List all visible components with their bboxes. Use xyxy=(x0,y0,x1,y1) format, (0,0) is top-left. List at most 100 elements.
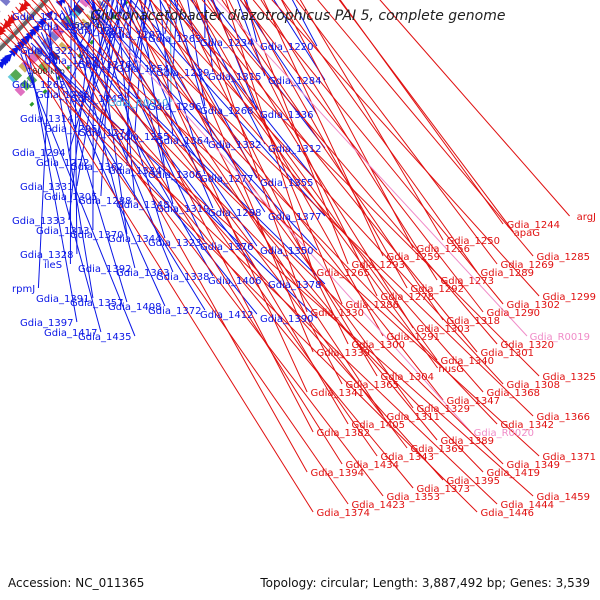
forward-gene-label: Gdia_1294 xyxy=(12,148,65,159)
forward-gene-label: Gdia_1315 xyxy=(208,72,261,83)
forward-gene-label: Gdia_1362 xyxy=(70,162,123,173)
forward-gene-label: Gdia_1312 xyxy=(268,144,321,155)
label-leader-line xyxy=(172,0,179,69)
reverse-gene-label: Gdia_1291 xyxy=(387,332,440,343)
reverse-gene-label: Gdia_1341 xyxy=(311,388,364,399)
forward-gene-label: Gdia_1295 xyxy=(44,124,97,135)
forward-gene-label: Gdia_1376 xyxy=(200,242,253,253)
forward-gene-label: Gdia_1378 xyxy=(268,280,321,291)
cog-category-block xyxy=(48,31,59,42)
reverse-gene-label: Gdia_1318 xyxy=(447,316,500,327)
label-leader-line xyxy=(19,2,444,481)
reverse-gene-arrow xyxy=(1,20,12,31)
reverse-gene-arrow xyxy=(18,3,28,14)
label-leader-line xyxy=(221,0,444,321)
cog-category-block xyxy=(38,63,48,73)
forward-gene-label: rpmJ xyxy=(12,284,35,295)
label-leader-line xyxy=(54,17,326,285)
cog-category-block xyxy=(81,18,90,27)
reverse-gene-label: Gdia_1285 xyxy=(537,252,590,263)
label-leader-line xyxy=(239,0,484,313)
label-leader-line xyxy=(60,10,214,277)
forward-gene-label: Gdia_1417 xyxy=(44,328,97,339)
map-title: Gluconacetobacter diazotrophicus PAI 5, … xyxy=(91,8,506,24)
label-leader-line xyxy=(68,0,110,85)
genome-rings xyxy=(0,0,50,52)
label-leader-line xyxy=(149,0,504,385)
tick-label: 1550 kbp xyxy=(70,21,108,30)
label-leader-line xyxy=(243,0,349,265)
forward-gene-label: Gdia_1364 xyxy=(156,136,209,147)
reverse-gene-label: Gdia_1434 xyxy=(346,460,399,471)
label-leader-line xyxy=(216,0,528,337)
forward-gene-label: Gdia_1263 xyxy=(148,34,201,45)
cog-category-block xyxy=(27,52,39,64)
forward-gene-label: Gdia_1296 xyxy=(148,102,201,113)
reverse-gene-label: Gdia_1353 xyxy=(387,492,440,503)
reverse-gene-arrow xyxy=(0,30,4,36)
label-leader-line xyxy=(317,0,534,257)
reverse-gene-label: Gdia_1304 xyxy=(381,372,434,383)
forward-gene-label: Gdia_1412 xyxy=(200,310,253,321)
forward-gene-label: Gdia_1355 xyxy=(260,178,313,189)
label-leader-line xyxy=(47,25,94,299)
label-leader-line xyxy=(148,0,206,175)
forward-gene-arrow xyxy=(66,0,68,1)
label-leader-line xyxy=(134,0,146,133)
rim-dash xyxy=(111,14,117,20)
label-leader-line xyxy=(299,0,444,241)
label-leader-line xyxy=(106,0,384,417)
label-leader-line xyxy=(23,49,102,333)
reverse-gene-label: Gdia_1308 xyxy=(507,380,560,391)
reverse-gene-label: Gdia_1289 xyxy=(481,268,534,279)
reverse-gene-label: Gdia_1300 xyxy=(352,340,405,351)
cog-category-block xyxy=(0,0,11,6)
label-leader-line xyxy=(64,0,408,449)
forward-gene-label: Gdia_1391 xyxy=(36,294,89,305)
label-leader-line xyxy=(140,0,166,171)
forward-gene-label: Gdia_1357 xyxy=(70,298,123,309)
cog-category-block xyxy=(10,69,23,82)
forward-gene-label: Gdia_1248 xyxy=(36,90,89,101)
reverse-gene-label: Gdia_R0020 xyxy=(474,428,534,439)
forward-gene-label: Gdia_1397 xyxy=(20,318,73,329)
label-leader-line xyxy=(271,0,540,297)
forward-gene-label: Gdia_1220 xyxy=(260,42,313,53)
label-leader-line xyxy=(206,0,414,329)
label-leader-line xyxy=(82,0,472,433)
cog-category-block xyxy=(58,41,69,52)
label-leader-line xyxy=(120,0,174,205)
forward-gene-label: Gdia_1284 xyxy=(268,76,321,87)
forward-gene-label: Gdia_1435 xyxy=(78,332,131,343)
forward-gene-label: Gdia_1408 xyxy=(108,302,161,313)
cog-category-block xyxy=(20,79,32,91)
label-leader-line xyxy=(162,0,540,377)
label-leader-line xyxy=(168,0,439,369)
reverse-gene-label: Gdia_1423 xyxy=(352,500,405,511)
reverse-gene-label: Gdia_1256 xyxy=(417,244,470,255)
label-leader-line xyxy=(0,37,478,513)
cog-category-block xyxy=(18,59,32,73)
forward-gene-label: Gdia_1372 xyxy=(148,306,201,317)
label-leader-line xyxy=(126,0,444,401)
forward-gene-label: Gdia_1276 xyxy=(78,60,131,71)
reverse-gene-label: Gdia_1347 xyxy=(447,396,500,407)
reverse-gene-label: Gdia_1395 xyxy=(447,476,500,487)
reverse-gene-label: argJ xyxy=(577,212,596,223)
forward-gene-label: Gdia_1332 xyxy=(208,140,261,151)
label-leader-line xyxy=(243,0,408,289)
reverse-gene-label: Gdia_1394 xyxy=(311,468,364,479)
label-leader-line xyxy=(90,0,206,243)
label-leader-lines xyxy=(0,0,570,513)
reverse-gene-label: Gdia_1371 xyxy=(543,452,596,463)
forward-gene-label: Gdia_1348 xyxy=(116,200,169,211)
cog-category-block xyxy=(32,46,45,59)
forward-gene-label: Gdia_1255 xyxy=(116,132,169,143)
label-leader-line xyxy=(48,0,343,465)
forward-gene-label: Gdia_1239 xyxy=(156,68,209,79)
forward-gene-label: Gdia_1309 xyxy=(36,22,89,33)
label-leader-line xyxy=(210,0,326,149)
label-leader-line xyxy=(30,42,318,319)
accession-text: Accession: NC_011365 xyxy=(8,576,144,590)
label-leader-line xyxy=(130,0,326,217)
